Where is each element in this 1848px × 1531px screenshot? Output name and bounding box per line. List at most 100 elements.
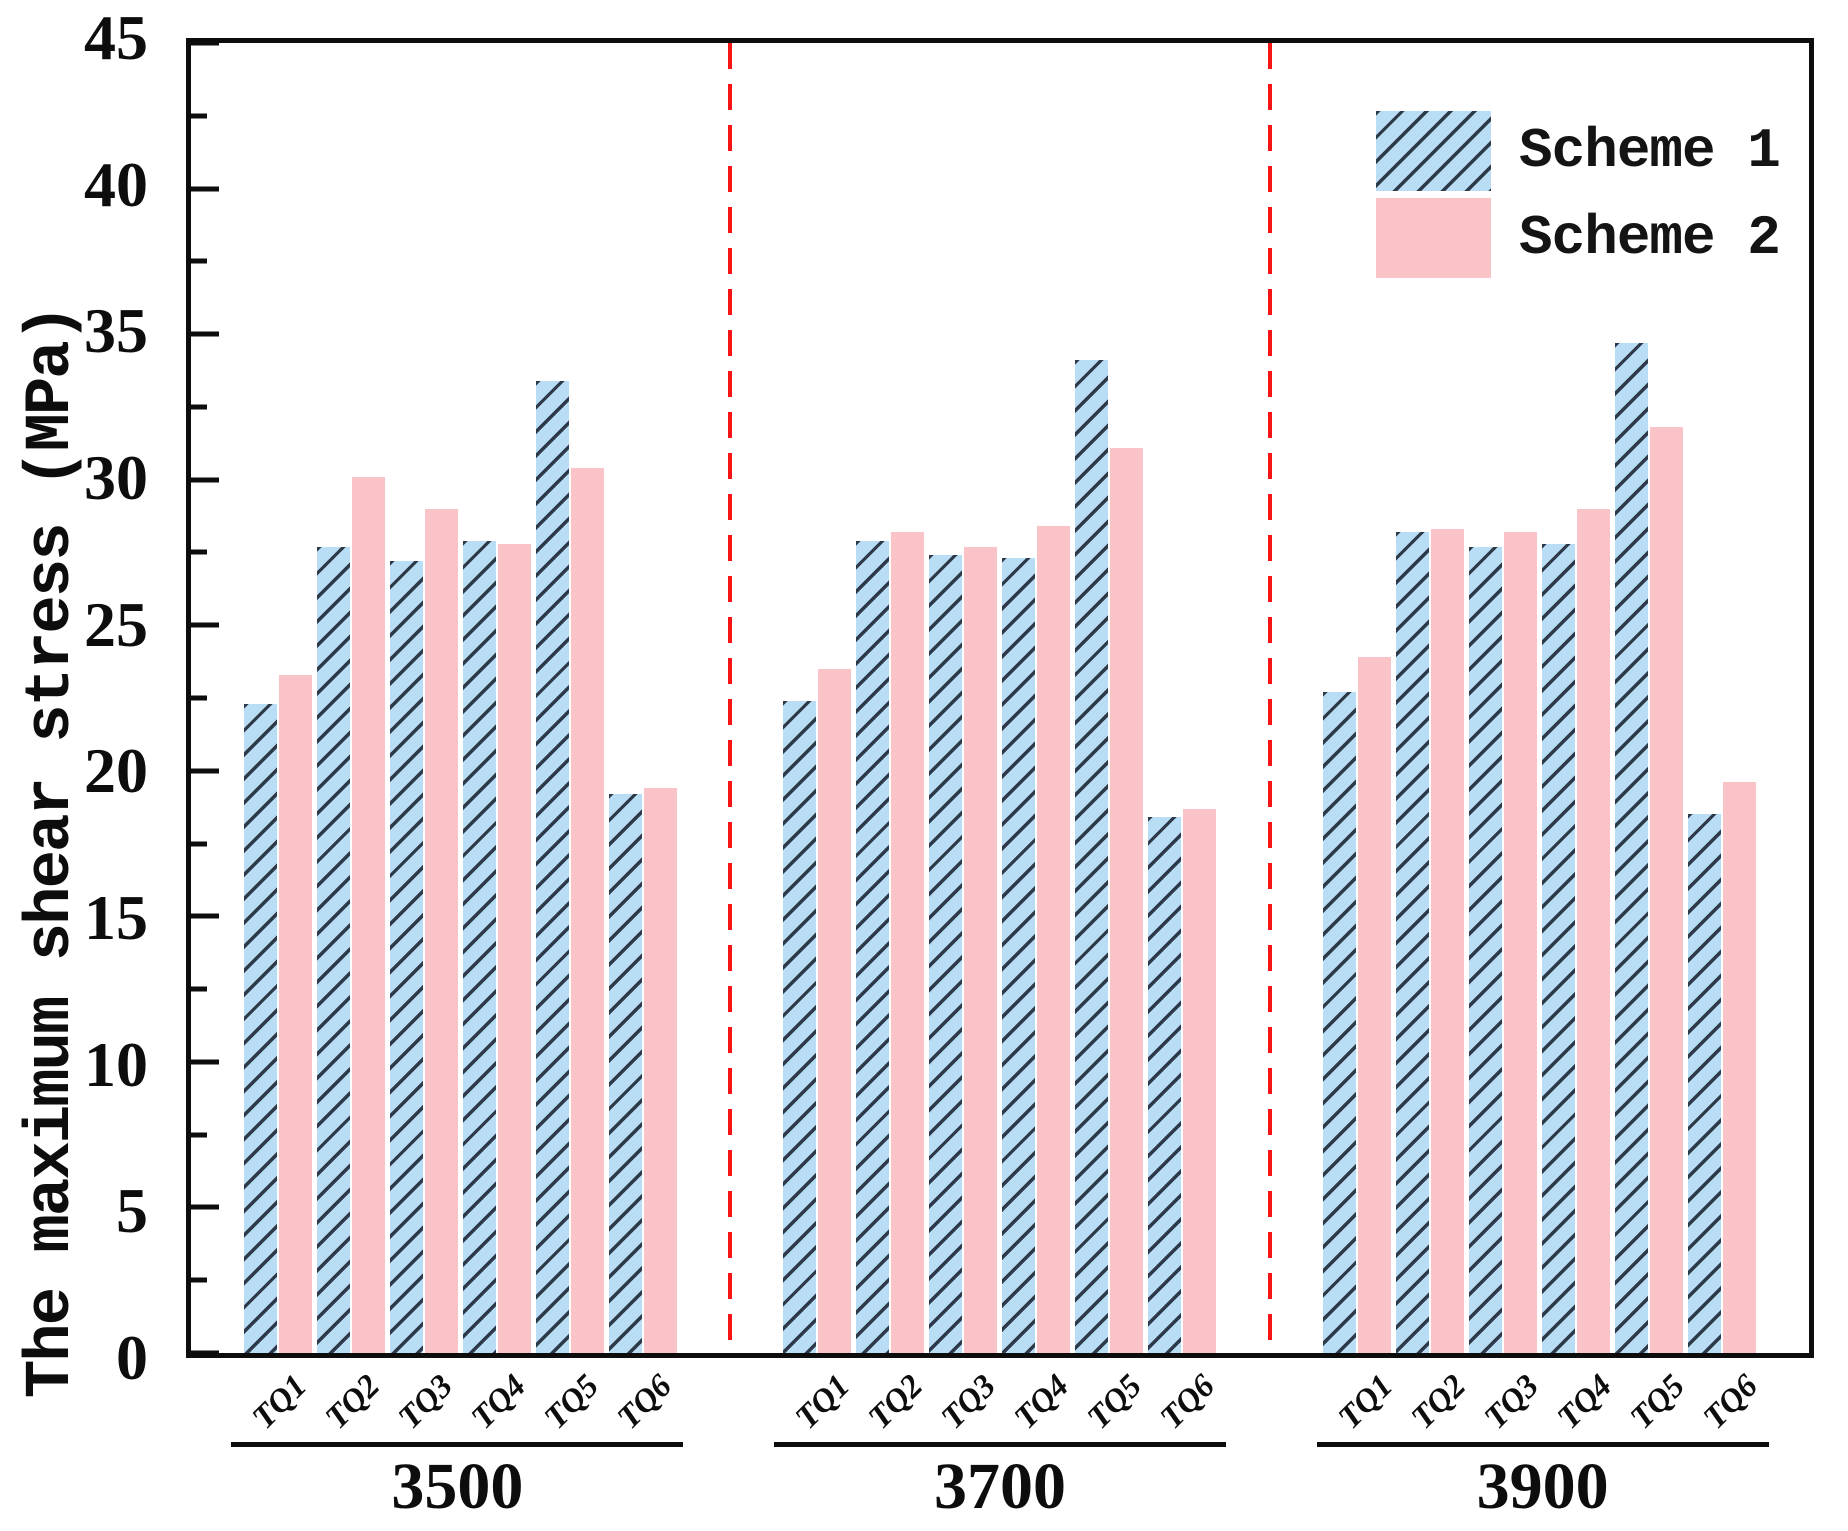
y-tick-label-5: 5 <box>116 1175 148 1247</box>
bar-pair-3900-TQ3 <box>1468 43 1537 1353</box>
y-tick-label-20: 20 <box>84 735 148 807</box>
bar-pair-3500-TQ5 <box>536 43 605 1353</box>
bar-3500-TQ6-scheme1 <box>609 794 643 1353</box>
y-tick-label-15: 15 <box>84 882 148 953</box>
y-major-tick <box>191 913 219 919</box>
bar-pair-3700-TQ2 <box>856 43 925 1353</box>
legend-label-scheme2: Scheme 2 <box>1519 206 1781 270</box>
bar-3700-TQ1-scheme2 <box>818 668 852 1353</box>
bar-pair-3700-TQ5 <box>1075 43 1144 1353</box>
y-major-tick <box>191 1350 219 1353</box>
y-major-tick <box>191 331 219 337</box>
x-category-label-3500-TQ6: TQ6 <box>611 1368 680 1437</box>
y-minor-tick <box>191 549 207 555</box>
bar-3700-TQ6-scheme2 <box>1183 808 1217 1353</box>
bar-pair-3500-TQ2 <box>317 43 386 1353</box>
y-minor-tick <box>191 841 207 847</box>
bar-pair-3500-TQ4 <box>463 43 532 1353</box>
bar-3900-TQ1-scheme1 <box>1322 692 1356 1353</box>
bar-3900-TQ5-scheme2 <box>1649 427 1683 1353</box>
bar-3700-TQ3-scheme1 <box>929 555 963 1353</box>
y-tick-label-10: 10 <box>84 1028 148 1100</box>
bar-3500-TQ6-scheme2 <box>644 788 678 1353</box>
y-major-tick <box>191 477 219 483</box>
bar-pair-3900-TQ4 <box>1541 43 1610 1353</box>
y-major-tick <box>191 43 219 46</box>
y-tick-label-25: 25 <box>84 588 148 660</box>
bar-3900-TQ2-scheme2 <box>1430 529 1464 1353</box>
group-separator-line-2 <box>1267 43 1272 1353</box>
bar-3900-TQ6-scheme2 <box>1722 782 1756 1353</box>
y-major-tick <box>191 1204 219 1210</box>
x-category-label-3700-TQ5: TQ5 <box>1080 1368 1149 1437</box>
x-category-label-3900-TQ4: TQ4 <box>1550 1368 1619 1437</box>
bar-3700-TQ2-scheme2 <box>891 532 925 1353</box>
group-underline-3900 <box>1316 1442 1769 1447</box>
group-underline-3500 <box>231 1442 684 1447</box>
bar-3500-TQ2-scheme2 <box>352 476 386 1353</box>
bar-pair-3900-TQ2 <box>1395 43 1464 1353</box>
bar-3500-TQ5-scheme2 <box>571 468 605 1353</box>
bar-3900-TQ2-scheme1 <box>1395 532 1429 1353</box>
bar-pair-3900-TQ5 <box>1614 43 1683 1353</box>
y-major-tick <box>191 622 219 628</box>
y-minor-tick <box>191 1132 207 1138</box>
y-tick-label-45: 45 <box>84 2 148 73</box>
x-category-label-3500-TQ3: TQ3 <box>392 1368 461 1437</box>
bar-pair-3700-TQ4 <box>1002 43 1071 1353</box>
bar-pair-3900-TQ6 <box>1687 43 1756 1353</box>
y-minor-tick <box>191 1277 207 1283</box>
bar-pair-3500-TQ1 <box>244 43 313 1353</box>
plot-area: Scheme 1 Scheme 2 <box>186 38 1814 1358</box>
y-tick-label-40: 40 <box>84 148 148 220</box>
bar-3700-TQ5-scheme2 <box>1110 447 1144 1353</box>
bar-pair-3700-TQ3 <box>929 43 998 1353</box>
y-minor-tick <box>191 695 207 701</box>
x-category-label-3700-TQ6: TQ6 <box>1153 1368 1222 1437</box>
bar-group-3900 <box>1270 43 1809 1353</box>
y-major-tick <box>191 1059 219 1065</box>
bar-pair-3900-TQ1 <box>1322 43 1391 1353</box>
x-category-label-3900-TQ6: TQ6 <box>1696 1368 1765 1437</box>
x-category-label-3700-TQ2: TQ2 <box>861 1368 930 1437</box>
bar-group-3500 <box>191 43 730 1353</box>
bar-3500-TQ4-scheme1 <box>463 540 497 1353</box>
group-label-3700: 3700 <box>934 1450 1066 1523</box>
bar-3700-TQ2-scheme1 <box>856 540 890 1353</box>
bar-3500-TQ2-scheme1 <box>317 546 351 1353</box>
y-major-tick <box>191 186 219 192</box>
bar-3700-TQ3-scheme2 <box>964 546 998 1353</box>
x-category-label-3900-TQ5: TQ5 <box>1623 1368 1692 1437</box>
y-minor-tick <box>191 113 207 119</box>
y-tick-label-35: 35 <box>84 295 148 367</box>
legend-entry-scheme1: Scheme 1 <box>1376 111 1781 191</box>
bar-3500-TQ1-scheme2 <box>279 674 313 1353</box>
group-label-3500: 3500 <box>391 1450 524 1523</box>
x-category-label-3700-TQ4: TQ4 <box>1007 1368 1076 1437</box>
x-category-label-3900-TQ2: TQ2 <box>1404 1368 1473 1437</box>
bar-3500-TQ1-scheme1 <box>244 703 278 1353</box>
y-major-tick <box>191 768 219 774</box>
bar-pair-3500-TQ3 <box>390 43 459 1353</box>
x-category-label-3900-TQ3: TQ3 <box>1477 1368 1546 1437</box>
group-underline-3700 <box>774 1442 1226 1447</box>
legend-entry-scheme2: Scheme 2 <box>1376 198 1781 278</box>
bar-pair-3700-TQ1 <box>783 43 852 1353</box>
bar-3700-TQ6-scheme1 <box>1148 817 1182 1353</box>
x-category-label-3700-TQ1: TQ1 <box>788 1368 857 1437</box>
x-category-label-3500-TQ2: TQ2 <box>319 1368 388 1437</box>
y-minor-tick <box>191 986 207 992</box>
bar-3500-TQ5-scheme1 <box>536 380 570 1353</box>
bar-3700-TQ5-scheme1 <box>1075 360 1109 1353</box>
bar-3500-TQ3-scheme2 <box>425 508 459 1353</box>
y-minor-tick <box>191 258 207 264</box>
bar-3900-TQ4-scheme2 <box>1576 508 1610 1353</box>
group-separator-line-1 <box>728 43 733 1353</box>
legend-swatch-scheme2 <box>1376 198 1491 278</box>
bar-3500-TQ4-scheme2 <box>498 543 532 1353</box>
y-tick-label-0: 0 <box>116 1322 148 1393</box>
bar-pair-3500-TQ6 <box>609 43 678 1353</box>
x-category-label-3700-TQ3: TQ3 <box>934 1368 1003 1437</box>
y-axis-tick-labels: 0 5 10 15 20 25 30 35 40 45 <box>0 6 170 1390</box>
bar-3900-TQ5-scheme1 <box>1614 342 1648 1353</box>
